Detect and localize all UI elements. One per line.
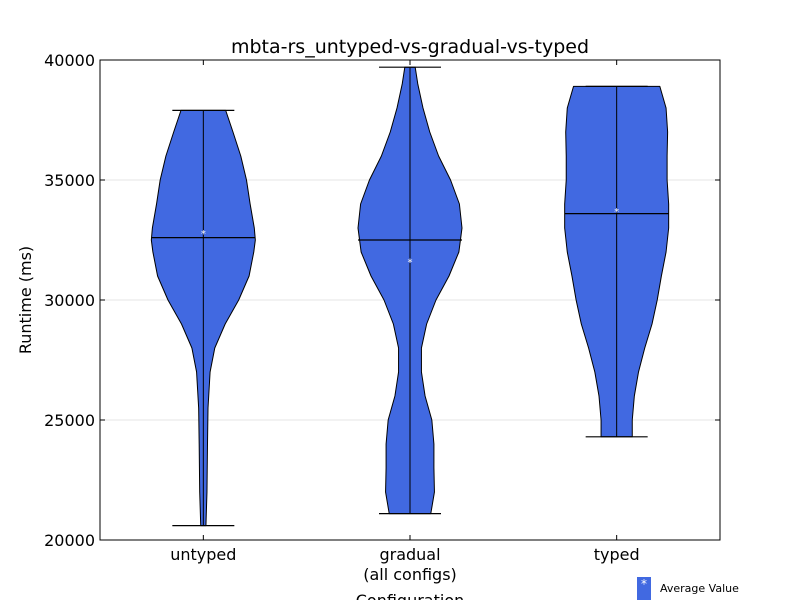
legend-average-marker: * <box>637 577 651 600</box>
x-axis-label: Configuration <box>356 591 465 600</box>
chart-title: mbta-rs_untyped-vs-gradual-vs-typed <box>231 36 589 58</box>
mean-marker: * <box>408 258 413 269</box>
legend: * Average Value <box>637 577 739 600</box>
y-tick-label: 20000 <box>44 531 95 550</box>
mean-marker: * <box>201 229 206 240</box>
x-tick-label: gradual (all configs) <box>363 545 457 584</box>
y-axis-label: Runtime (ms) <box>16 246 35 354</box>
legend-label: Average Value <box>660 582 739 595</box>
y-tick-label: 30000 <box>44 291 95 310</box>
x-tick-label: typed <box>594 545 640 564</box>
mean-marker: * <box>614 207 619 218</box>
y-tick-label: 35000 <box>44 171 95 190</box>
x-tick-label: untyped <box>170 545 236 564</box>
y-tick-label: 40000 <box>44 51 95 70</box>
y-tick-label: 25000 <box>44 411 95 430</box>
